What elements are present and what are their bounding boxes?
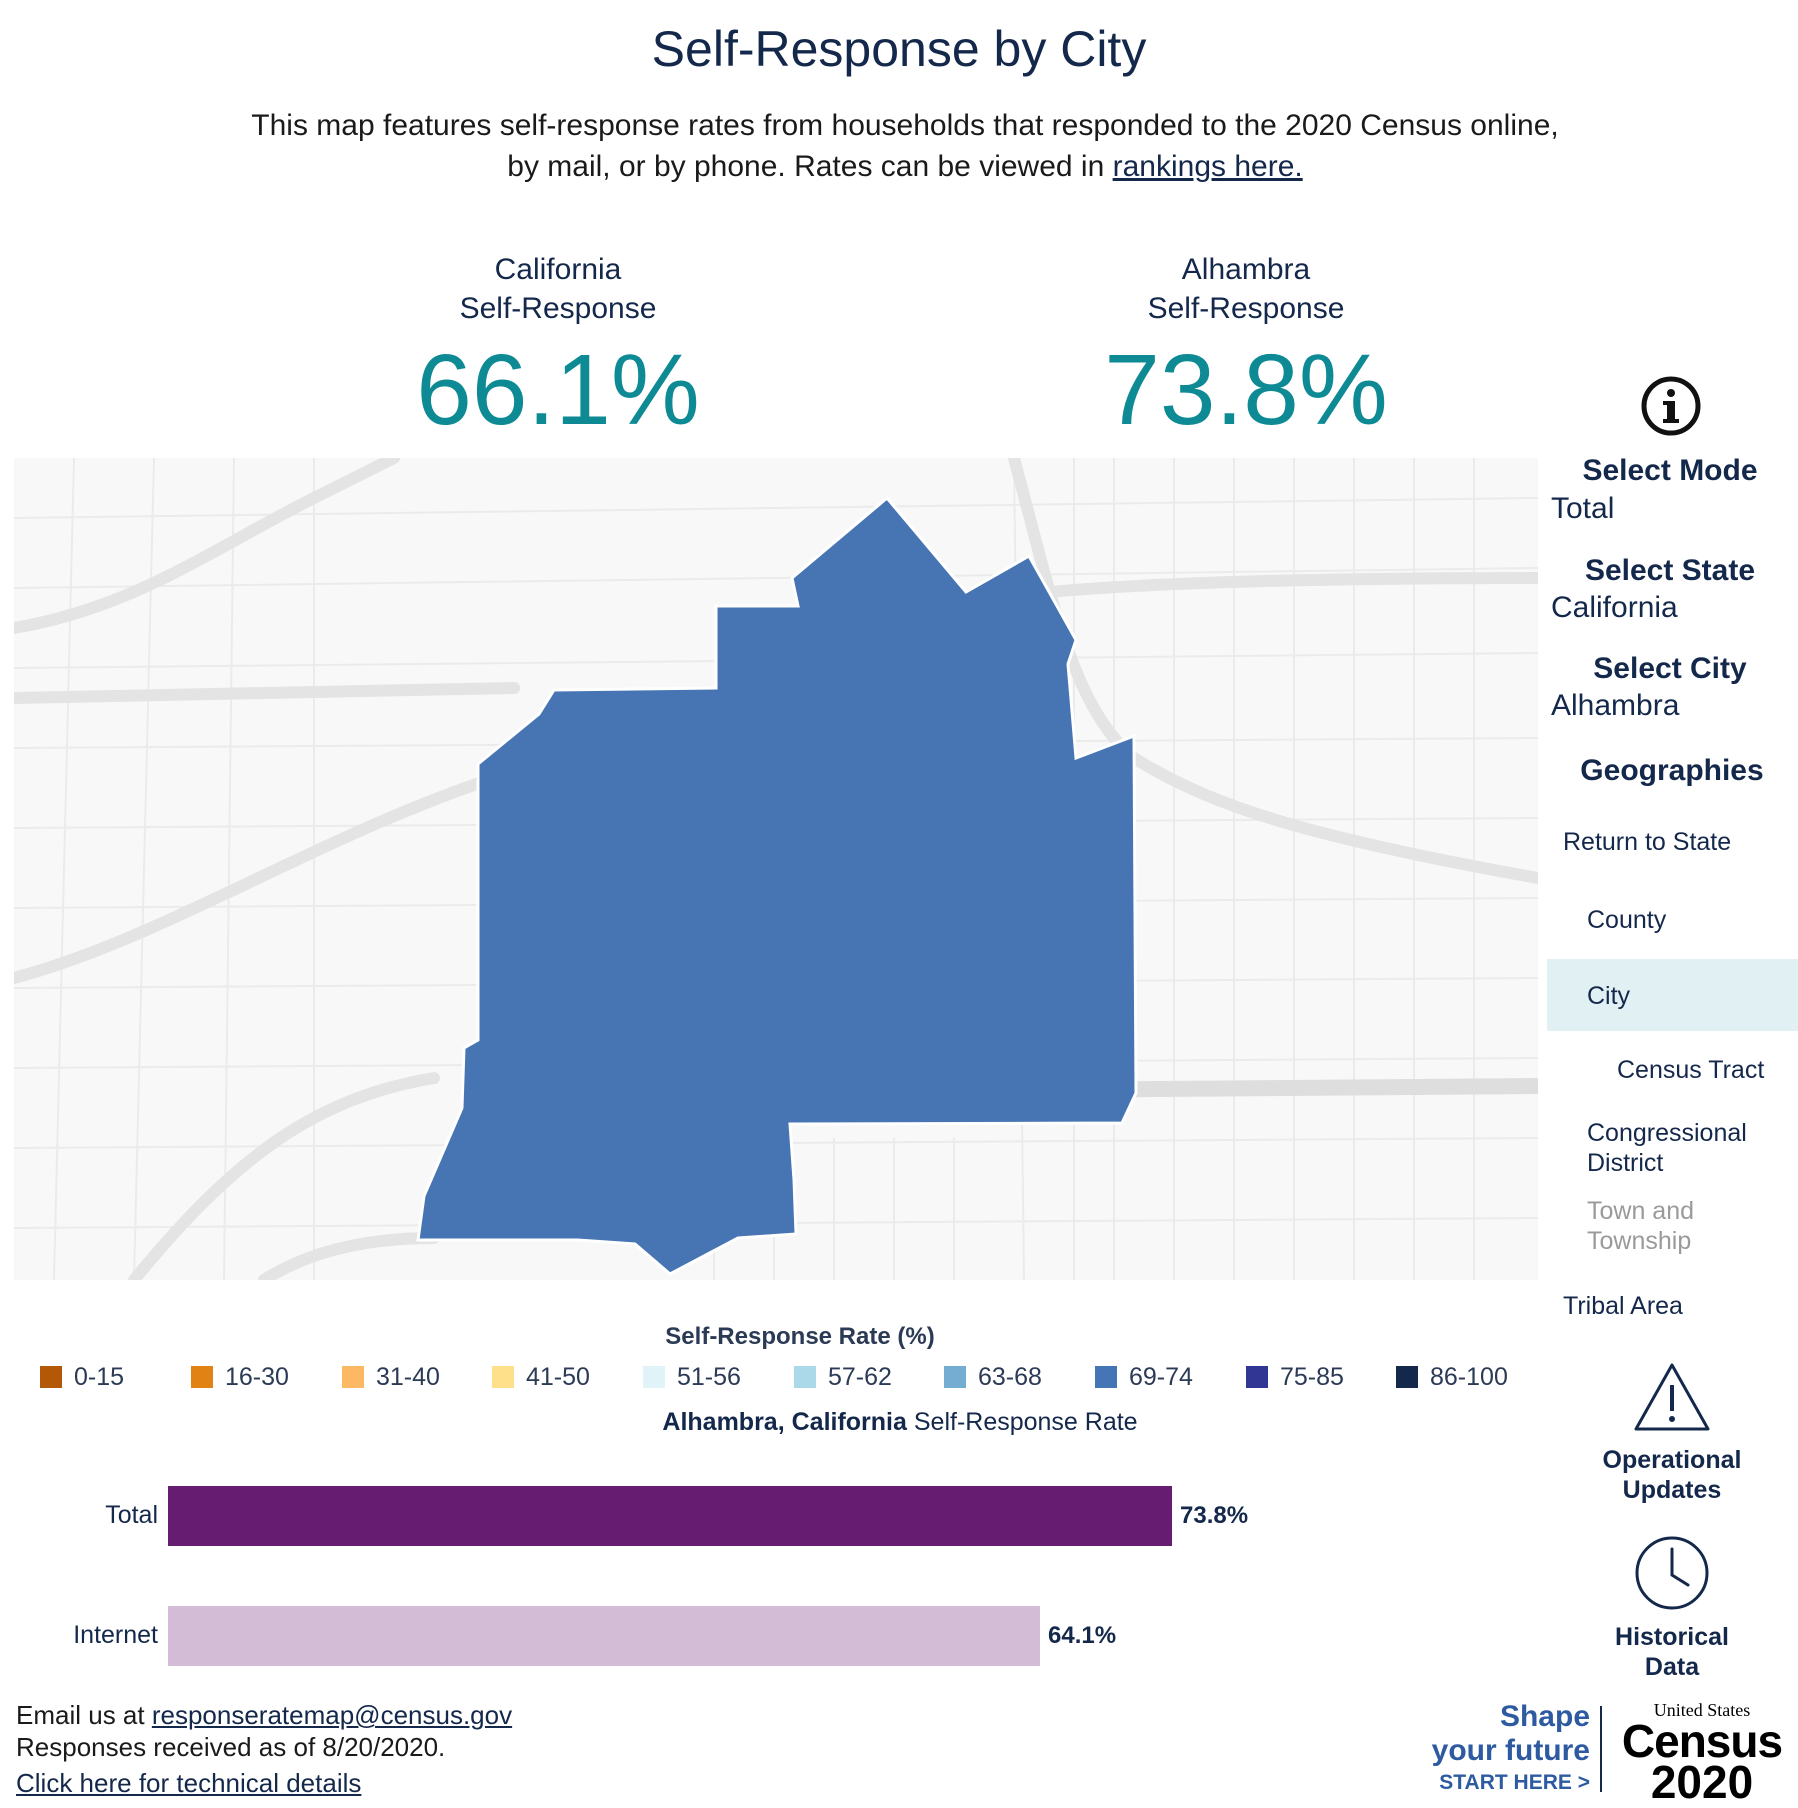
geo-city-label: City: [1587, 982, 1631, 1010]
bar-chart-place: Alhambra, California: [662, 1408, 907, 1436]
bar-category-label: Total: [105, 1501, 158, 1529]
legend-item: 75-85: [1246, 1362, 1344, 1392]
clock-icon[interactable]: [1634, 1535, 1710, 1611]
map-canvas: 10: [14, 458, 1538, 1280]
legend-label: 51-56: [677, 1362, 741, 1391]
legend-item: 63-68: [944, 1362, 1042, 1392]
operational-line1: Operational: [1602, 1446, 1742, 1474]
legend-label: 86-100: [1430, 1362, 1508, 1391]
legend-item: 86-100: [1396, 1362, 1508, 1392]
legend-label: 63-68: [978, 1362, 1042, 1391]
census-2020-logo: United States Census 2020: [1612, 1700, 1792, 1808]
bar-value-label: 64.1%: [1048, 1622, 1117, 1649]
legend-label: 16-30: [225, 1362, 289, 1391]
page-title: Self-Response by City: [651, 21, 1147, 77]
shape-your-future-logo[interactable]: Shape your future START HERE >: [1410, 1700, 1590, 1798]
city-self-response-label: Self-Response: [1147, 292, 1345, 325]
legend-label: 41-50: [526, 1362, 590, 1391]
legend-swatch: [40, 1366, 62, 1388]
brand-census: Census: [1621, 1715, 1783, 1767]
brand-united-states: United States: [1653, 1700, 1751, 1720]
historical-data-link[interactable]: Historical Data: [1562, 1622, 1782, 1682]
info-icon[interactable]: [1641, 376, 1701, 436]
email-prefix: Email us at: [16, 1700, 145, 1730]
brand-start-here: START HERE >: [1439, 1771, 1590, 1794]
geo-town-line1: Town and: [1587, 1197, 1695, 1225]
geo-return-to-state[interactable]: Return to State: [1563, 828, 1732, 856]
geo-county[interactable]: County: [1587, 906, 1667, 934]
operational-updates-link[interactable]: Operational Updates: [1562, 1445, 1782, 1505]
geo-congressional-line1: Congressional: [1587, 1119, 1747, 1147]
operational-line2: Updates: [1622, 1476, 1722, 1504]
select-state-dropdown[interactable]: California: [1551, 591, 1678, 624]
historical-line1: Historical: [1615, 1623, 1729, 1651]
brand-divider: [1600, 1706, 1602, 1792]
city-rate-value: 73.8%: [1104, 334, 1388, 446]
legend-item: 0-15: [40, 1362, 124, 1392]
state-self-response-label: Self-Response: [459, 292, 657, 325]
historical-line2: Data: [1644, 1653, 1700, 1681]
legend-label: 69-74: [1129, 1362, 1193, 1391]
brand-future: your future: [1431, 1734, 1590, 1767]
legend-item: 51-56: [643, 1362, 741, 1392]
select-mode-label: Select Mode: [1582, 454, 1758, 487]
geo-congressional-district[interactable]: Congressional District: [1587, 1118, 1747, 1178]
legend-item: 69-74: [1095, 1362, 1193, 1392]
legend-item: 57-62: [794, 1362, 892, 1392]
state-stat-label: California Self-Response: [328, 250, 788, 328]
legend-label: 0-15: [74, 1362, 125, 1391]
brand-shape: Shape: [1499, 1700, 1590, 1733]
legend-label: 75-85: [1280, 1362, 1344, 1391]
city-map[interactable]: 10: [14, 458, 1538, 1280]
responses-date: Responses received as of 8/20/2020.: [16, 1732, 446, 1762]
email-link[interactable]: responseratemap@census.gov: [151, 1700, 513, 1730]
warning-icon[interactable]: [1632, 1361, 1712, 1433]
rankings-link[interactable]: rankings here.: [1112, 150, 1303, 183]
bar-chart-title: Alhambra, California Self-Response Rate: [0, 1408, 1798, 1437]
city-stat-label: Alhambra Self-Response: [1016, 250, 1476, 328]
select-state-label: Select State: [1584, 554, 1756, 587]
bar-category-label: Internet: [73, 1621, 158, 1649]
geographies-label: Geographies: [1580, 754, 1764, 787]
legend-swatch: [643, 1366, 665, 1388]
alhambra-boundary[interactable]: [416, 495, 1138, 1276]
intro-description: This map features self-response rates fr…: [251, 109, 1559, 183]
technical-details-line: Click here for technical details: [16, 1768, 361, 1799]
legend-swatch: [1396, 1366, 1418, 1388]
legend-label: 31-40: [376, 1362, 440, 1391]
geo-tribal-area[interactable]: Tribal Area: [1563, 1292, 1683, 1320]
legend-item: 41-50: [492, 1362, 590, 1392]
legend-swatch: [944, 1366, 966, 1388]
state-rate-value: 66.1%: [416, 334, 700, 446]
legend-swatch: [1246, 1366, 1268, 1388]
legend-swatch: [342, 1366, 364, 1388]
bar-chart-subject: Self-Response Rate: [913, 1408, 1138, 1436]
intro-text: This map features self-response rates fr…: [250, 105, 1560, 187]
bar-total[interactable]: [168, 1486, 1172, 1546]
geo-census-tract[interactable]: Census Tract: [1617, 1056, 1765, 1084]
legend-item: 16-30: [191, 1362, 289, 1392]
select-city-label: Select City: [1593, 652, 1747, 685]
legend-item: 31-40: [342, 1362, 440, 1392]
bar-internet[interactable]: [168, 1606, 1040, 1666]
technical-details-link[interactable]: Click here for technical details: [16, 1768, 362, 1798]
email-line: Email us at responseratemap@census.gov: [16, 1700, 512, 1731]
legend-swatch: [492, 1366, 514, 1388]
geo-town-line2: Township: [1587, 1227, 1692, 1255]
select-city-dropdown[interactable]: Alhambra: [1551, 689, 1680, 722]
legend-title: Self-Response Rate (%): [665, 1323, 935, 1350]
geo-town-and-township: Town and Township: [1587, 1196, 1694, 1256]
state-name: California: [494, 253, 622, 286]
bar-value-label: 73.8%: [1180, 1502, 1249, 1529]
brand-year: 2020: [1650, 1756, 1754, 1808]
legend-swatch: [794, 1366, 816, 1388]
geo-congressional-line2: District: [1587, 1149, 1664, 1177]
legend-label: 57-62: [828, 1362, 892, 1391]
legend-swatch: [191, 1366, 213, 1388]
legend-swatch: [1095, 1366, 1117, 1388]
geo-city-selected[interactable]: City: [1547, 959, 1798, 1031]
city-name: Alhambra: [1181, 253, 1311, 286]
select-mode-dropdown[interactable]: Total: [1551, 492, 1615, 525]
